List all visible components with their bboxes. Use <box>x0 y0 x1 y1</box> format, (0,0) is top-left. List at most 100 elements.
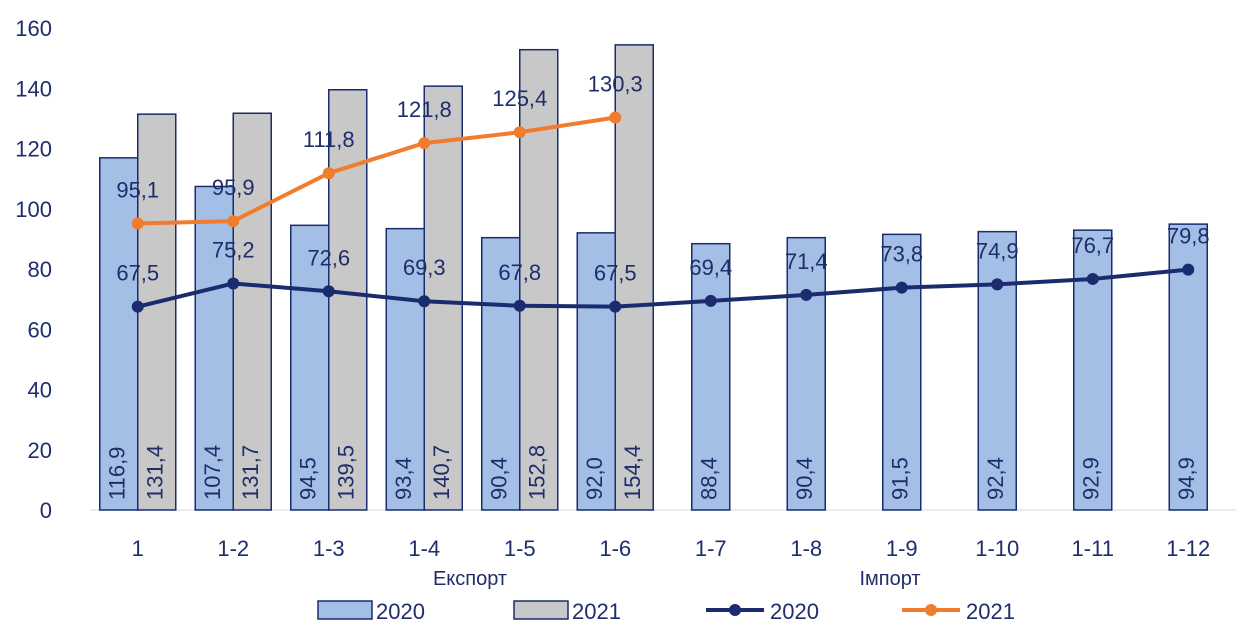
line-2021-data-label: 130,3 <box>588 71 643 96</box>
line-2020-data-label: 69,4 <box>689 255 732 280</box>
bar-2021-data-label: 131,4 <box>143 445 168 500</box>
legend-label-line-2020: 2020 <box>770 599 819 624</box>
x-tick-label: 1-9 <box>886 536 918 561</box>
line-2020-data-label: 67,8 <box>498 260 541 285</box>
x-tick-label: 1 <box>132 536 144 561</box>
line-point-2021 <box>609 111 622 124</box>
bar-2021-data-label: 131,7 <box>238 445 263 500</box>
line-2020-dark <box>137 267 1189 309</box>
line-2020-data-label: 71,4 <box>785 249 828 274</box>
legend-swatch-bar-2020 <box>317 600 373 620</box>
line-point-2020 <box>895 281 908 294</box>
bar-2021-data-label: 154,4 <box>620 445 645 500</box>
bar-2020 <box>691 242 731 511</box>
bar-2020 <box>194 185 234 511</box>
line-2020-data-label: 75,2 <box>212 237 255 262</box>
bar-2020-data-label: 92,4 <box>983 457 1008 500</box>
line-point-2020 <box>991 278 1004 291</box>
bar-2020-data-label: 116,9 <box>105 447 130 500</box>
bar-2020-data-label: 94,5 <box>296 457 321 500</box>
x-tick-label: 1-6 <box>599 536 631 561</box>
x-tick-label: 1-4 <box>408 536 440 561</box>
x-tick-label: 1-11 <box>1072 536 1114 561</box>
y-tick-label: 0 <box>40 498 52 523</box>
bar-2020-data-label: 88,4 <box>697 457 722 500</box>
bar-2021 <box>137 113 177 511</box>
y-tick-label: 100 <box>15 197 52 222</box>
group-label-export: Експорт <box>433 568 507 590</box>
legend-marker-line-2020 <box>729 604 741 616</box>
line-2021-data-label: 111,8 <box>303 127 355 152</box>
line-2021-data-label: 121,8 <box>397 97 452 122</box>
line-2020-data-label: 73,8 <box>880 242 923 267</box>
line-point-2021 <box>322 167 335 180</box>
line-point-2020 <box>227 277 240 290</box>
bar-2020-data-label: 93,4 <box>391 457 416 500</box>
bar-2020 <box>786 236 826 511</box>
x-tick-label: 1-3 <box>313 536 345 561</box>
line-point-2020 <box>609 300 622 313</box>
x-tick-label: 1-10 <box>975 536 1019 561</box>
x-tick-label: 1-5 <box>504 536 536 561</box>
bar-2021 <box>328 89 368 511</box>
y-tick-label: 40 <box>28 378 52 403</box>
line-point-2021 <box>227 215 240 228</box>
x-tick-label: 1-7 <box>695 536 727 561</box>
y-tick-label: 120 <box>15 137 52 162</box>
line-2020-data-label: 74,9 <box>976 238 1019 263</box>
line-2020-data-label: 79,8 <box>1167 224 1210 249</box>
line-point-2021 <box>513 126 526 139</box>
line-point-2020 <box>1086 272 1099 285</box>
line-point-2020 <box>131 300 144 313</box>
legend-swatch-bar-2021 <box>513 600 569 620</box>
line-2020-data-label: 76,7 <box>1071 233 1114 258</box>
line-2021-orange <box>137 115 616 226</box>
bar-2020-data-label: 90,4 <box>792 457 817 500</box>
bar-2021 <box>614 44 654 511</box>
y-tick-label: 60 <box>28 317 52 342</box>
legend-label-line-2021: 2021 <box>966 599 1015 624</box>
line-2021-data-label: 125,4 <box>492 86 547 111</box>
line-point-2020 <box>704 294 717 307</box>
legend-label-bar-2021: 2021 <box>572 599 621 624</box>
bar-2020-data-label: 92,9 <box>1079 457 1104 500</box>
y-tick-label: 20 <box>28 438 52 463</box>
line-2020-data-label: 67,5 <box>594 261 637 286</box>
group-label-import: Імпорт <box>859 568 920 590</box>
bar-2020 <box>481 236 521 511</box>
line-point-2021 <box>131 217 144 230</box>
bar-2020 <box>977 230 1017 511</box>
bar-2020-data-label: 90,4 <box>487 457 512 500</box>
line-point-2021 <box>418 137 431 150</box>
x-tick-label: 1-8 <box>790 536 822 561</box>
bar-2021 <box>232 112 272 511</box>
legend-marker-line-2021 <box>925 604 937 616</box>
line-point-2020 <box>513 299 526 312</box>
bar-2020-data-label: 92,0 <box>582 457 607 500</box>
line-2021-data-label: 95,9 <box>212 175 255 200</box>
bar-2021 <box>423 85 463 511</box>
line-2020-data-label: 69,3 <box>403 255 446 280</box>
x-tick-label: 1-12 <box>1166 536 1210 561</box>
line-point-2020 <box>322 285 335 298</box>
y-tick-label: 140 <box>15 76 52 101</box>
bar-2021-data-label: 140,7 <box>429 445 454 500</box>
bar-2020 <box>882 233 922 511</box>
line-point-2020 <box>418 295 431 308</box>
bar-2021-data-label: 139,5 <box>334 445 359 500</box>
line-2020-data-label: 72,6 <box>307 245 350 270</box>
bar-2020-data-label: 94,9 <box>1174 457 1199 500</box>
bar-2020 <box>576 232 616 511</box>
bar-2020-data-label: 91,5 <box>888 457 913 500</box>
line-2021-data-label: 95,1 <box>116 178 159 203</box>
y-tick-label: 80 <box>28 257 52 282</box>
bar-2020-data-label: 107,4 <box>200 445 225 500</box>
y-tick-label: 160 <box>15 16 52 41</box>
x-tick-label: 1-2 <box>217 536 249 561</box>
line-point-2020 <box>800 288 813 301</box>
legend-label-bar-2020: 2020 <box>376 599 425 624</box>
line-2020-data-label: 67,5 <box>116 261 159 286</box>
bar-2021-data-label: 152,8 <box>525 445 550 500</box>
